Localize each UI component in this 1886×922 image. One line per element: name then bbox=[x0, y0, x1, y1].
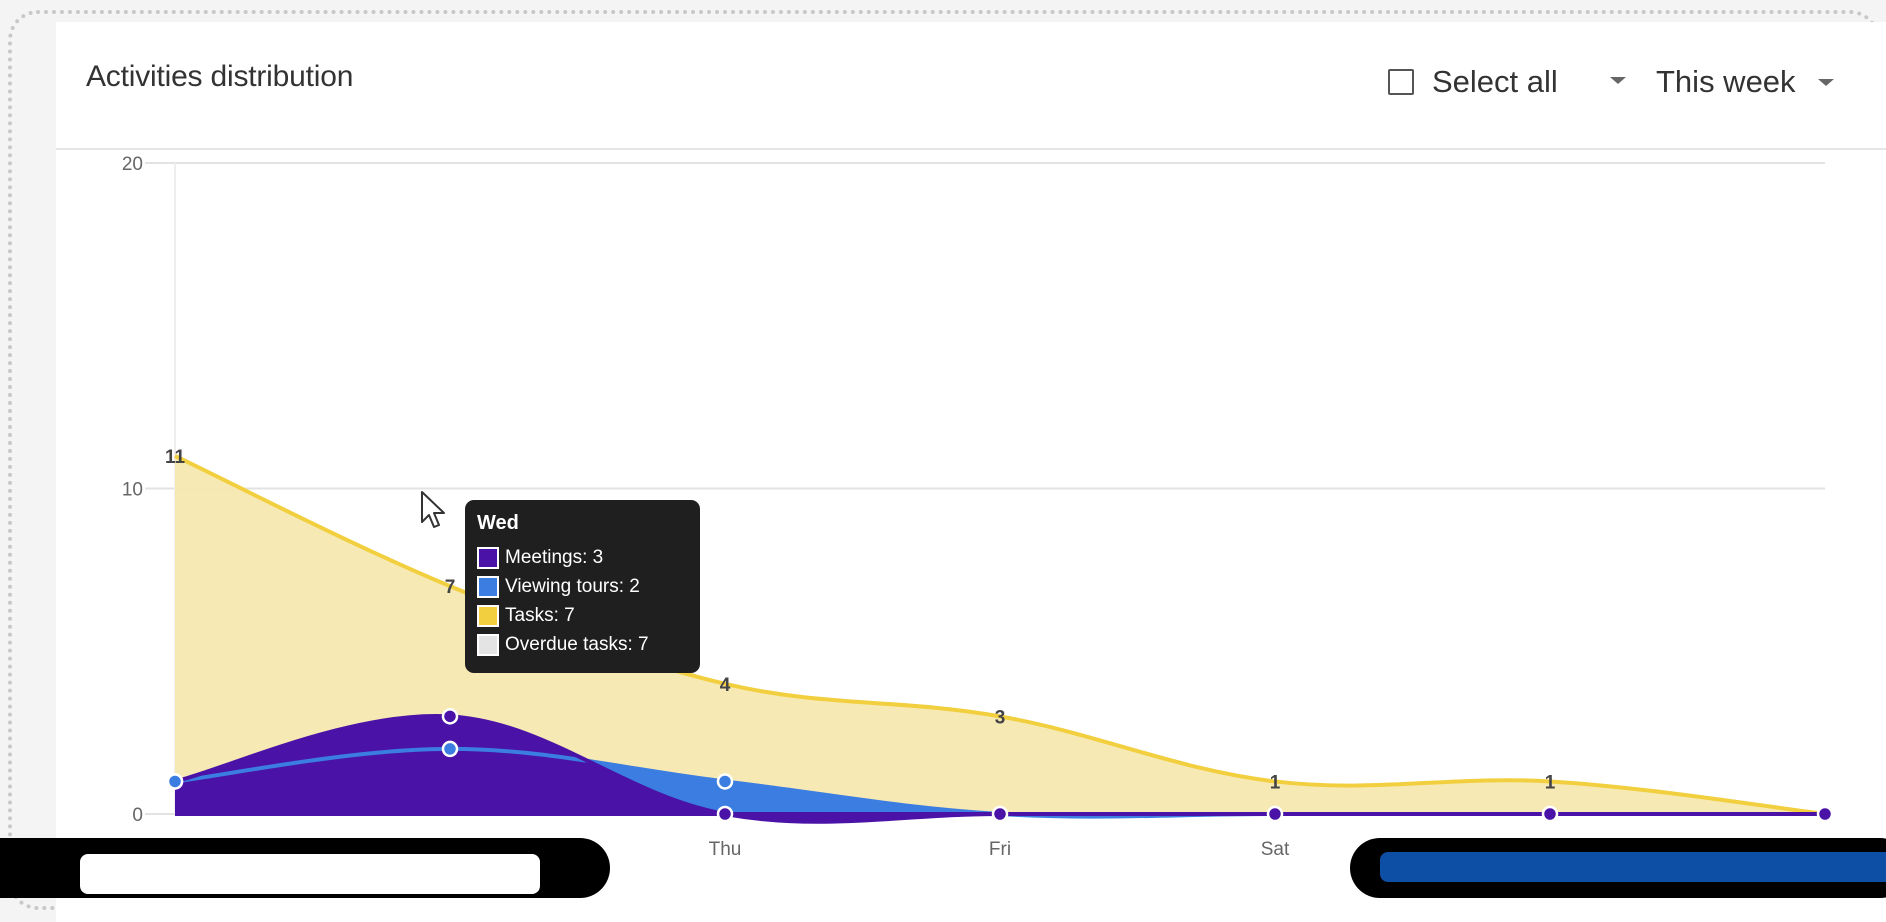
data-point bbox=[718, 807, 732, 821]
data-point bbox=[1268, 807, 1282, 821]
tooltip-swatch bbox=[477, 547, 499, 569]
taskbar-left-panel bbox=[80, 854, 540, 894]
tooltip-row: Tasks: 7 bbox=[477, 601, 688, 630]
data-label: 4 bbox=[720, 675, 731, 696]
tooltip-swatch bbox=[477, 576, 499, 598]
taskbar-right-panel[interactable] bbox=[1380, 852, 1886, 882]
data-label: 1 bbox=[1545, 772, 1556, 793]
tooltip-row: Meetings: 3 bbox=[477, 543, 688, 572]
x-tick-label: Thu bbox=[709, 839, 742, 860]
data-label: 1 bbox=[1270, 772, 1281, 793]
tooltip-title: Wed bbox=[477, 512, 688, 535]
data-point bbox=[993, 807, 1007, 821]
tooltip-row: Viewing tours: 2 bbox=[477, 572, 688, 601]
x-tick-label: Fri bbox=[989, 839, 1011, 860]
data-point bbox=[718, 774, 732, 788]
tooltip-swatch bbox=[477, 605, 499, 627]
data-point bbox=[443, 742, 457, 756]
mouse-cursor-icon bbox=[420, 490, 450, 532]
tooltip-row: Overdue tasks: 7 bbox=[477, 630, 688, 659]
tooltip-swatch bbox=[477, 634, 499, 656]
chart-tooltip: Wed Meetings: 3 Viewing tours: 2 Tasks: 7 O… bbox=[465, 500, 700, 673]
tooltip-row-label: Viewing tours: 2 bbox=[505, 576, 640, 598]
tooltip-row-label: Tasks: 7 bbox=[505, 605, 575, 627]
y-tick-label: 20 bbox=[122, 154, 143, 175]
x-tick-label: Sat bbox=[1261, 839, 1290, 860]
y-tick-label: 10 bbox=[122, 480, 143, 501]
data-label: 3 bbox=[995, 707, 1006, 728]
data-label: 7 bbox=[445, 577, 456, 598]
data-label: 11 bbox=[165, 447, 186, 468]
tooltip-row-label: Overdue tasks: 7 bbox=[505, 634, 649, 656]
tooltip-row-label: Meetings: 3 bbox=[505, 547, 603, 569]
y-tick-label: 0 bbox=[132, 805, 143, 826]
data-point bbox=[168, 774, 182, 788]
data-point bbox=[1818, 807, 1832, 821]
data-point bbox=[1543, 807, 1557, 821]
data-point bbox=[443, 709, 457, 723]
